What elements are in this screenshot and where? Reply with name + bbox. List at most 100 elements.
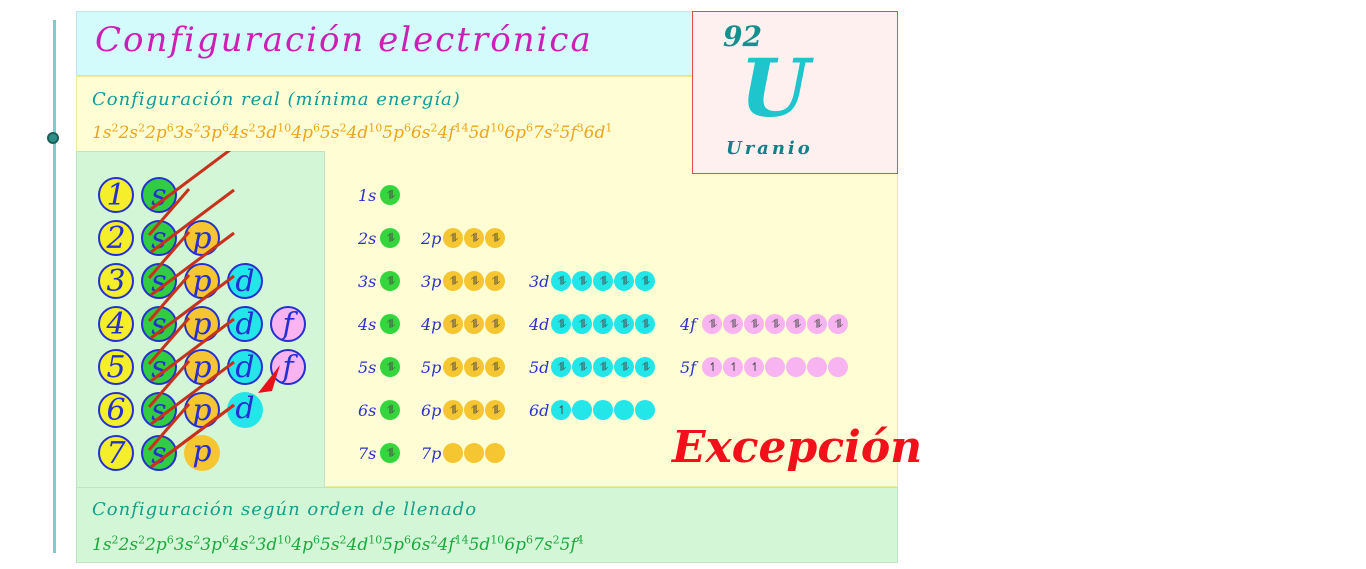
- orbital-box-d: ⥮: [551, 314, 571, 334]
- subshell-circle-s: s: [141, 220, 177, 256]
- orbital-box-p: ⥮: [464, 271, 484, 291]
- orbital-box-s: ⥮: [380, 443, 400, 463]
- orbital-box-p: ⥮: [485, 271, 505, 291]
- config-term-orbital: 4d: [346, 122, 369, 143]
- orbital-label: 6s: [358, 401, 377, 420]
- orbital-box-f: ↿: [702, 357, 722, 377]
- filling-order-panel: [76, 487, 898, 563]
- subshell-circle-d: d: [227, 392, 263, 428]
- config-term-orbital: 3p: [200, 122, 223, 143]
- orbital-box-p: ⥮: [464, 314, 484, 334]
- config-term-orbital: 2p: [145, 122, 167, 143]
- config-term: 3p6: [200, 533, 230, 555]
- config-term: 2s2: [119, 121, 146, 143]
- orbital-label: 2p: [421, 229, 442, 248]
- config-term-orbital: 3p: [200, 534, 223, 555]
- config-term-electrons: 6: [526, 533, 534, 546]
- element-card: [692, 11, 898, 174]
- vertical-slider-track[interactable]: [53, 20, 56, 553]
- config-term-electrons: 10: [277, 121, 292, 134]
- config-term-electrons: 2: [339, 121, 347, 134]
- config-term: 4d10: [347, 533, 383, 555]
- config-term-orbital: 4p: [291, 122, 313, 143]
- config-term-orbital: 2s: [118, 534, 139, 555]
- orbital-label: 5f: [680, 358, 697, 377]
- subshell-circle-p: p: [184, 263, 220, 299]
- subshell-circle-s: s: [141, 435, 177, 471]
- real-config-label: Configuración real (mínima energía): [92, 89, 461, 110]
- orbital-box-d: ⥮: [572, 357, 592, 377]
- config-term-electrons: 14: [454, 121, 469, 134]
- config-term-orbital: 6p: [504, 122, 527, 143]
- config-term-orbital: 7s: [533, 122, 553, 143]
- orbital-box-d: ⥮: [614, 357, 634, 377]
- subshell-circle-p: p: [184, 306, 220, 342]
- shell-number-circle: 4: [98, 306, 134, 342]
- orbital-box-d: ⥮: [551, 271, 571, 291]
- subshell-circle-s: s: [141, 349, 177, 385]
- config-term-electrons: 2: [248, 533, 256, 546]
- orbital-box-d: ⥮: [614, 314, 634, 334]
- subshell-circle-d: d: [227, 306, 263, 342]
- config-term-orbital: 3d: [255, 122, 278, 143]
- config-term: 3s2: [173, 121, 201, 143]
- orbital-label: 3s: [358, 272, 377, 291]
- config-term-electrons: 2: [552, 121, 560, 134]
- config-term: 3d10: [255, 121, 292, 143]
- config-term-electrons: 6: [222, 533, 230, 546]
- orbital-box-p: ⥮: [485, 357, 505, 377]
- config-term: 6d1: [584, 121, 613, 143]
- subshell-circle-p: p: [184, 435, 220, 471]
- config-term: 4p6: [291, 121, 320, 143]
- real-config-formula: 1s22s22p63s23p64s23d104p65s24d105p66s24f…: [92, 121, 612, 143]
- config-term: 4p6: [291, 533, 320, 555]
- config-term: 2p6: [145, 121, 174, 143]
- orbital-label: 4f: [680, 315, 697, 334]
- orbital-label: 6p: [421, 401, 442, 420]
- orbital-box-p: [464, 443, 484, 463]
- config-term-electrons: 2: [111, 533, 119, 546]
- orbital-box-p: ⥮: [485, 314, 505, 334]
- orbital-box-p: ⥮: [464, 228, 484, 248]
- config-term-electrons: 3: [576, 121, 584, 134]
- orbital-box-d: [635, 400, 655, 420]
- orbital-box-f: ↿: [723, 357, 743, 377]
- orbital-box-s: ⥮: [380, 357, 400, 377]
- config-term: 4d10: [346, 121, 383, 143]
- config-term-electrons: 1: [605, 121, 613, 134]
- config-term-electrons: 2: [430, 121, 438, 134]
- orbital-box-p: ⥮: [464, 357, 484, 377]
- config-term-orbital: 5d: [468, 122, 491, 143]
- config-term-electrons: 2: [111, 121, 119, 134]
- subshell-circle-d: d: [227, 263, 263, 299]
- config-term: 2s2: [118, 533, 146, 555]
- filling-config-label: Configuración según orden de llenado: [92, 499, 478, 520]
- config-term-electrons: 2: [339, 533, 347, 546]
- orbital-box-d: ⥮: [593, 271, 613, 291]
- subshell-circle-f: f: [270, 306, 306, 342]
- config-term-orbital: 3d: [255, 534, 278, 555]
- config-term-orbital: 6p: [504, 534, 527, 555]
- orbital-box-d: ⥮: [572, 271, 592, 291]
- orbital-label: 5p: [421, 358, 442, 377]
- orbital-box-d: ⥮: [593, 357, 613, 377]
- orbital-box-d: ⥮: [635, 314, 655, 334]
- orbital-box-f: ⥮: [702, 314, 722, 334]
- page-title: Configuración electrónica: [95, 20, 593, 60]
- config-term: 1s2: [92, 533, 119, 555]
- config-term-orbital: 3s: [173, 122, 194, 143]
- orbital-label: 7s: [358, 444, 377, 463]
- orbital-label: 4d: [529, 315, 550, 334]
- config-term-orbital: 4s: [229, 534, 249, 555]
- subshell-circle-s: s: [141, 306, 177, 342]
- config-term-electrons: 10: [368, 121, 383, 134]
- config-term-orbital: 2p: [145, 534, 167, 555]
- config-term-electrons: 6: [166, 121, 174, 134]
- orbital-box-f: ⥮: [786, 314, 806, 334]
- element-symbol: U: [740, 41, 810, 135]
- config-term-electrons: 6: [403, 121, 411, 134]
- slider-handle[interactable]: [47, 132, 59, 144]
- orbital-box-p: ⥮: [443, 400, 463, 420]
- subshell-circle-s: s: [141, 263, 177, 299]
- config-term-orbital: 6s: [410, 534, 431, 555]
